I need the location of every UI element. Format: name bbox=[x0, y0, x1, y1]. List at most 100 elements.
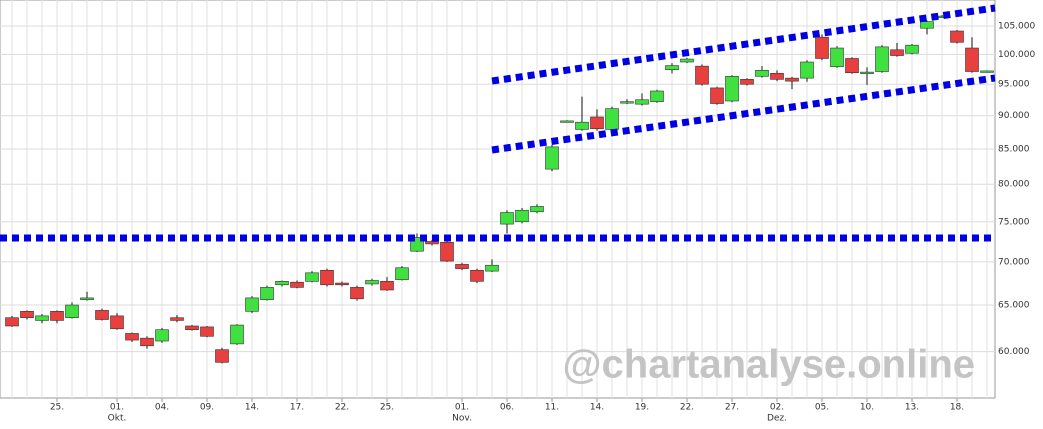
candle-body bbox=[620, 101, 634, 104]
y-tick-label: 75.000 bbox=[998, 217, 1030, 227]
candle-body bbox=[65, 304, 79, 318]
candle-body bbox=[20, 311, 34, 318]
y-tick-label: 100.000 bbox=[998, 50, 1035, 60]
candle-body bbox=[5, 317, 19, 327]
candle-body bbox=[665, 65, 679, 71]
candle-body bbox=[680, 58, 694, 63]
watermark: @chartanalyse.online bbox=[563, 343, 975, 387]
x-tick-label: 04. bbox=[155, 403, 169, 413]
x-tick-label: 19. bbox=[635, 403, 649, 413]
candle-body bbox=[560, 120, 574, 123]
candle-body bbox=[815, 36, 829, 59]
x-tick-label: 02. bbox=[770, 403, 784, 413]
month-label: Dez. bbox=[767, 414, 787, 424]
candle-body bbox=[440, 241, 454, 262]
candle-body bbox=[785, 77, 799, 82]
labels: 60.000 65.000 70.000 75.000 80.000 85.000 90.0… bbox=[50, 22, 1036, 424]
candle-body bbox=[260, 287, 274, 300]
candle-body bbox=[875, 46, 889, 72]
candle-body bbox=[230, 324, 244, 345]
candle-body bbox=[920, 21, 934, 29]
channel-upper bbox=[491, 4, 996, 85]
candle-body bbox=[860, 71, 874, 74]
x-tick-label: 11. bbox=[545, 403, 559, 413]
candle-body bbox=[80, 297, 94, 300]
x-tick-label: 14. bbox=[590, 403, 604, 413]
x-tick-label: 01. bbox=[455, 403, 469, 413]
candles bbox=[5, 15, 994, 364]
candle-body bbox=[35, 315, 49, 321]
y-tick-label: 105.000 bbox=[998, 22, 1035, 32]
candle-body bbox=[395, 267, 409, 280]
x-tick-label: 27. bbox=[725, 403, 739, 413]
y-tick-label: 60.000 bbox=[998, 347, 1030, 357]
candle-body bbox=[980, 70, 994, 73]
candle-body bbox=[155, 329, 169, 342]
candle-body bbox=[215, 349, 229, 363]
y-tick-label: 70.000 bbox=[998, 257, 1030, 267]
candle-body bbox=[470, 269, 484, 282]
grid bbox=[0, 0, 995, 398]
candle-body bbox=[275, 281, 289, 286]
candle-body bbox=[575, 121, 589, 130]
candle-body bbox=[140, 337, 154, 347]
x-tick-label: 13. bbox=[905, 403, 919, 413]
y-tick-label: 85.000 bbox=[998, 144, 1030, 154]
candle-body bbox=[635, 99, 649, 105]
candle-body bbox=[905, 44, 919, 54]
candle-body bbox=[770, 73, 784, 80]
candle-body bbox=[740, 79, 754, 85]
candle-body bbox=[725, 76, 739, 102]
candle-body bbox=[515, 209, 529, 223]
candle-body bbox=[290, 281, 304, 288]
candle-body bbox=[605, 108, 619, 130]
candle-body bbox=[350, 287, 364, 300]
candle-body bbox=[425, 241, 439, 245]
candle-body bbox=[485, 264, 499, 272]
x-tick-label: 17. bbox=[290, 403, 304, 413]
candle-body bbox=[125, 333, 139, 341]
x-tick-label: 05. bbox=[815, 403, 829, 413]
candle-body bbox=[590, 116, 604, 130]
candle-body bbox=[845, 58, 859, 74]
candle-body bbox=[830, 47, 844, 68]
x-tick-label: 22. bbox=[335, 403, 349, 413]
candle-body bbox=[890, 49, 904, 56]
y-tick-label: 65.000 bbox=[998, 301, 1030, 311]
candle-body bbox=[950, 30, 964, 43]
x-tick-label: 18. bbox=[950, 403, 964, 413]
candle-body bbox=[335, 282, 349, 286]
candle-body bbox=[380, 281, 394, 291]
x-tick-label: 14. bbox=[245, 403, 259, 413]
candle-body bbox=[800, 61, 814, 79]
candle-body bbox=[200, 326, 214, 337]
candle-body bbox=[50, 311, 64, 321]
channel-lower bbox=[491, 74, 996, 154]
x-tick-label: 09. bbox=[200, 403, 214, 413]
candle-body bbox=[755, 70, 769, 77]
y-tick-label: 95.000 bbox=[998, 80, 1030, 90]
x-tick-label: 06. bbox=[500, 403, 514, 413]
candle-body bbox=[110, 315, 124, 330]
x-tick-label: 25. bbox=[380, 403, 394, 413]
y-tick-label: 90.000 bbox=[998, 111, 1030, 121]
month-label: Nov. bbox=[452, 414, 472, 424]
y-tick-label: 80.000 bbox=[998, 180, 1030, 190]
x-tick-label: 22. bbox=[680, 403, 694, 413]
candle-body bbox=[500, 212, 514, 225]
candle-body bbox=[320, 269, 334, 286]
candle-body bbox=[695, 65, 709, 85]
month-label: Okt. bbox=[108, 414, 127, 424]
x-tick-label: 25. bbox=[50, 403, 64, 413]
candle-body bbox=[185, 325, 199, 331]
candle-body bbox=[455, 264, 469, 269]
candle-body bbox=[710, 87, 724, 104]
candle-body bbox=[245, 297, 259, 312]
candle-body bbox=[545, 146, 559, 170]
candle-body bbox=[965, 47, 979, 72]
candle-body bbox=[365, 280, 379, 285]
candle-body bbox=[95, 310, 109, 320]
trend-lines bbox=[0, 4, 996, 242]
candle-body bbox=[530, 206, 544, 213]
